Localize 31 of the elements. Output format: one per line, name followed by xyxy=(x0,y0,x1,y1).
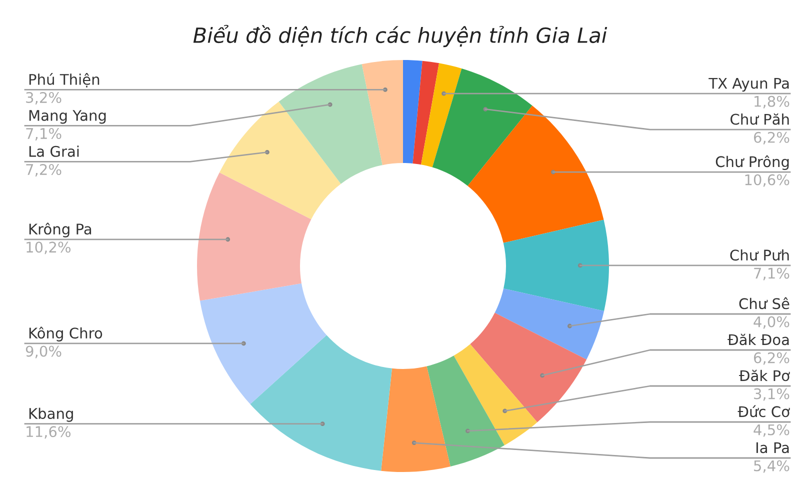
data-label: 5,4% xyxy=(754,460,790,473)
chart-title: Biểu đồ diện tích các huyện tỉnh Gia Lai xyxy=(193,24,608,48)
slice-label: Đức Cơ xyxy=(738,405,790,418)
data-label: 4,5% xyxy=(754,424,790,437)
data-label: 7,1% xyxy=(754,268,790,280)
data-label: 6,2% xyxy=(754,352,790,365)
slice-label: Đăk Đoa xyxy=(728,334,789,346)
slice-label: Krông Pa xyxy=(29,222,92,238)
data-label: 9,0% xyxy=(26,346,62,358)
data-label: 3,2% xyxy=(26,92,62,105)
slice-label: Phú Thiện xyxy=(29,73,100,88)
data-label: 10,2% xyxy=(26,242,71,254)
slice-label: Chư Păh xyxy=(730,113,789,125)
data-label: 4,0% xyxy=(754,316,790,329)
data-label: 7,2% xyxy=(26,164,62,177)
slice-label: Kông Chro xyxy=(29,326,102,342)
slice-label: La Grai xyxy=(29,146,79,157)
slice-label: Chư Sê xyxy=(739,297,790,310)
slice-label: TX Ayun Pa xyxy=(708,78,789,92)
data-label: 1,8% xyxy=(754,96,790,108)
data-label: 7,1% xyxy=(26,128,62,141)
data-label: 10,6% xyxy=(745,174,790,187)
slice-label: Mang Yang xyxy=(29,110,106,124)
slice-label: Đăk Pơ xyxy=(739,370,790,382)
slice-label: Chư Prông xyxy=(716,155,789,170)
data-label: 6,2% xyxy=(754,132,790,144)
slice-label: Ia Pa xyxy=(756,442,789,454)
data-label: 3,1% xyxy=(754,388,790,401)
slice-label: Chư Pưh xyxy=(730,249,789,261)
data-label: 11,6% xyxy=(26,426,71,439)
slice-label: Kbang xyxy=(29,408,73,422)
